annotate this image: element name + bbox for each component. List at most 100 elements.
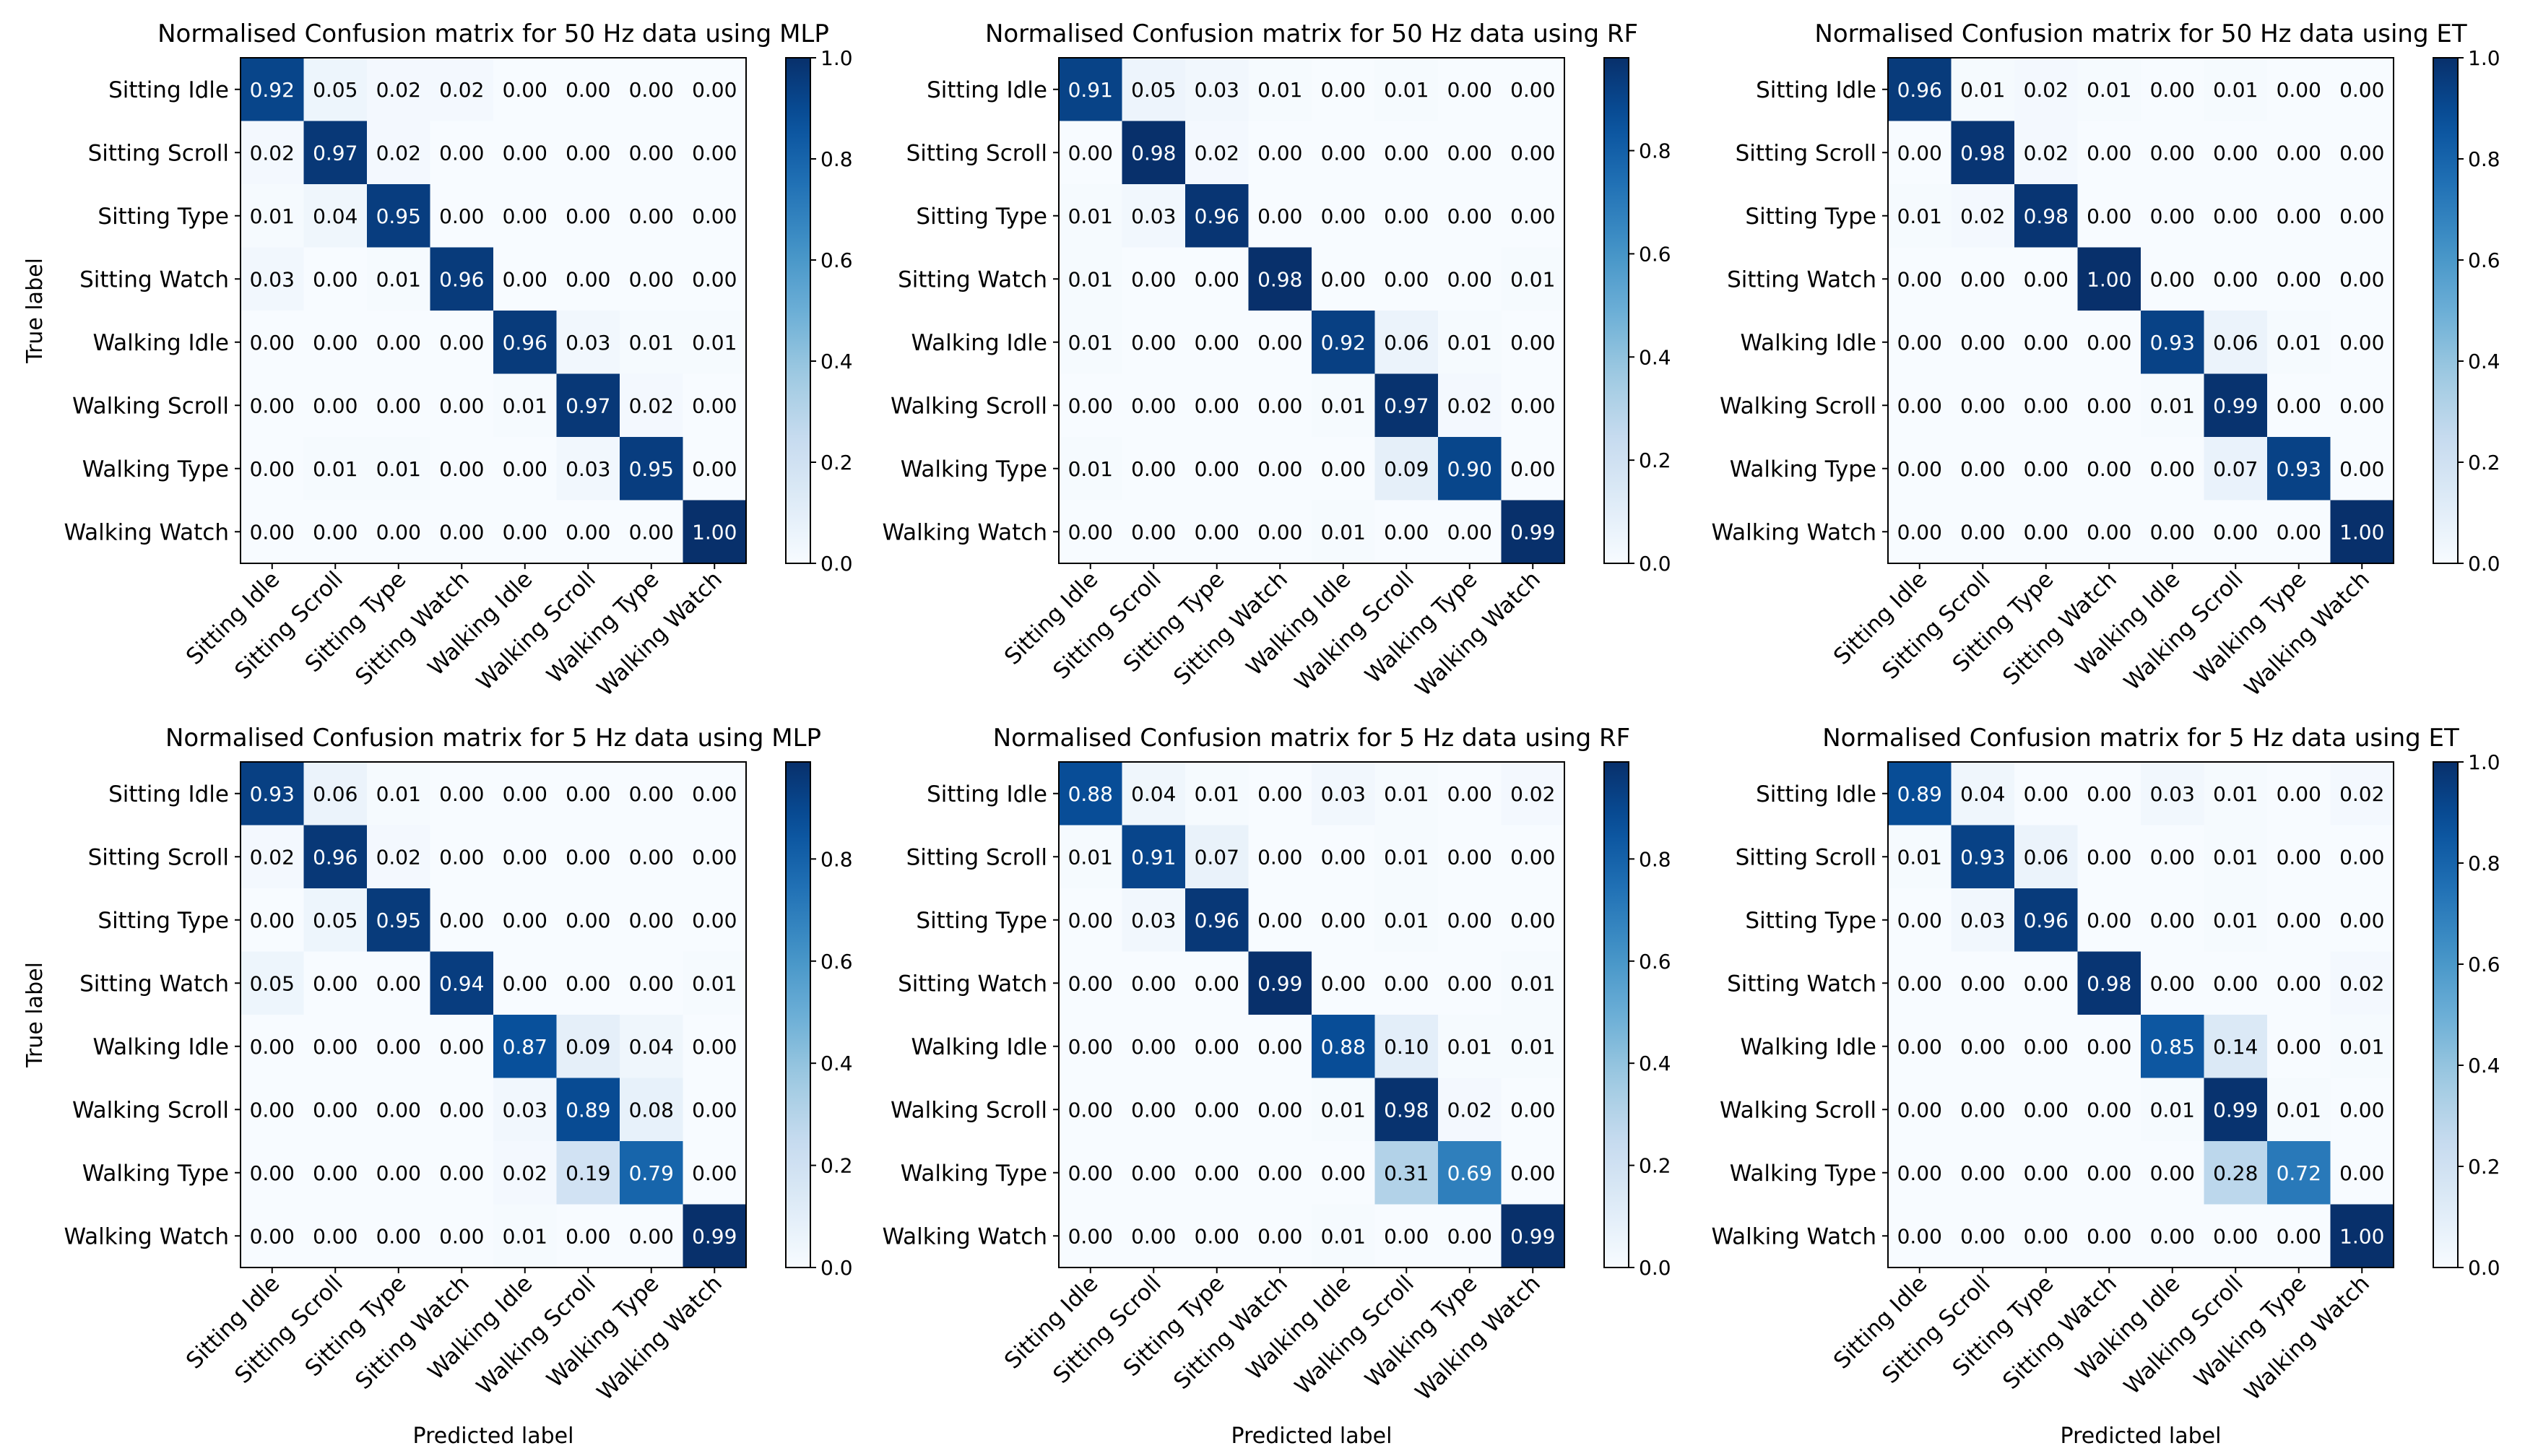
heatmap-cell <box>1059 437 1122 500</box>
cell-value-label: 0.00 <box>1897 1161 1942 1185</box>
y-tick-label: Sitting Scroll <box>1736 844 1876 870</box>
heatmap-cell <box>1312 311 1375 374</box>
heatmap-cell <box>2014 1141 2078 1205</box>
cell-value-label: 0.00 <box>692 1098 737 1122</box>
heatmap-cell <box>2330 888 2394 952</box>
heatmap-cell <box>556 500 620 564</box>
heatmap-cell <box>303 762 368 826</box>
heatmap-cell <box>430 1204 494 1268</box>
heatmap-cell <box>1951 500 2015 564</box>
heatmap-cell <box>2014 58 2078 121</box>
cell-value-label: 0.00 <box>1257 520 1302 544</box>
cell-value-label: 0.00 <box>439 141 484 165</box>
y-tick-label: Walking Watch <box>1711 1223 1876 1249</box>
colorbar-tick-label: 0.0 <box>1639 552 1671 576</box>
heatmap-cell <box>620 247 683 311</box>
cell-value-label: 0.00 <box>2087 331 2131 355</box>
y-tick-label: Sitting Watch <box>898 971 1047 997</box>
heatmap-cell <box>1248 437 1312 500</box>
heatmap-cell <box>2077 121 2141 185</box>
cell-value-label: 0.00 <box>503 909 547 932</box>
cell-value-label: 0.00 <box>1131 1035 1176 1059</box>
heatmap-cell <box>1888 500 1952 564</box>
cell-value-label: 0.00 <box>250 1224 295 1248</box>
heatmap-cell <box>2204 500 2268 564</box>
cell-value-label: 0.00 <box>2150 971 2195 995</box>
heatmap-cell <box>1501 184 1565 248</box>
heatmap-cell <box>2014 888 2078 952</box>
cell-value-label: 0.00 <box>1960 1224 2005 1248</box>
colorbar-tick-label: 0.4 <box>1639 345 1671 369</box>
heatmap-cell <box>493 1078 557 1142</box>
heatmap-cell <box>367 951 430 1015</box>
heatmap-cell <box>1501 1015 1565 1078</box>
colorbar-tick-label: 0.8 <box>2468 147 2500 171</box>
heatmap-cell <box>1888 888 1952 952</box>
panel-title: Normalised Confusion matrix for 5 Hz dat… <box>993 724 1631 753</box>
cell-value-label: 0.00 <box>250 394 295 417</box>
cell-value-label: 0.01 <box>1068 267 1113 291</box>
heatmap-cell <box>1122 437 1186 500</box>
x-tick-label: Sitting Watch <box>1169 1270 1293 1395</box>
heatmap-cell <box>1438 373 1502 438</box>
heatmap-cell <box>2204 888 2268 952</box>
cell-value-label: 0.00 <box>1897 267 1942 291</box>
cell-value-label: 0.00 <box>439 394 484 417</box>
cell-value-label: 0.04 <box>313 204 358 228</box>
heatmap-cell <box>2204 1015 2268 1078</box>
cell-value-label: 0.00 <box>1257 1035 1302 1059</box>
cell-value-label: 0.00 <box>1510 331 1555 355</box>
heatmap-cell <box>683 1204 747 1268</box>
cell-value-label: 0.88 <box>1321 1035 1366 1059</box>
cell-value-label: 0.90 <box>1447 457 1492 481</box>
heatmap-cell <box>2141 1204 2204 1268</box>
cell-value-label: 0.00 <box>503 267 547 291</box>
heatmap-cell <box>1501 311 1565 374</box>
y-tick-label: Walking Watch <box>882 519 1047 545</box>
cell-value-label: 0.00 <box>503 782 547 806</box>
colorbar-tick-label: 0.8 <box>1639 847 1671 871</box>
heatmap-cell <box>430 247 494 311</box>
cell-value-label: 0.99 <box>1257 971 1302 995</box>
cell-value-label: 0.99 <box>1510 520 1555 544</box>
heatmap-cell <box>241 951 304 1015</box>
heatmap-cell <box>2014 951 2078 1015</box>
colorbar-tick-label: 0.0 <box>820 552 853 576</box>
heatmap-cell <box>1951 311 2015 374</box>
colorbar <box>2433 761 2459 1268</box>
heatmap-cell <box>1059 1078 1122 1142</box>
cell-value-label: 0.00 <box>2150 204 2195 228</box>
cell-value-label: 0.00 <box>1960 1098 2005 1122</box>
heatmap-cell <box>367 1015 430 1078</box>
heatmap-cell <box>430 951 494 1015</box>
cell-value-label: 0.00 <box>1257 457 1302 481</box>
heatmap-cell <box>241 247 304 311</box>
heatmap-cell <box>2014 762 2078 826</box>
heatmap-cell <box>303 311 368 374</box>
cell-value-label: 0.06 <box>313 782 358 806</box>
cell-value-label: 0.00 <box>1960 331 2005 355</box>
cell-value-label: 0.96 <box>439 267 484 291</box>
heatmap-cell <box>1185 437 1249 500</box>
cell-value-label: 0.00 <box>1321 845 1366 869</box>
cell-value-label: 0.00 <box>2339 457 2384 481</box>
cell-value-label: 0.00 <box>2277 204 2321 228</box>
heatmap-cell <box>1122 500 1186 564</box>
cell-value-label: 0.00 <box>1321 909 1366 932</box>
heatmap-cell <box>1438 1204 1502 1268</box>
heatmap-cell <box>1248 247 1312 311</box>
heatmap-cell <box>1374 888 1439 952</box>
cell-value-label: 0.00 <box>1897 520 1942 544</box>
cell-value-label: 0.00 <box>1447 78 1492 102</box>
cell-value-label: 0.02 <box>1195 141 1239 165</box>
heatmap-cell <box>493 373 557 438</box>
cell-value-label: 0.01 <box>1068 204 1113 228</box>
cell-value-label: 0.00 <box>2339 909 2384 932</box>
cell-value-label: 0.00 <box>1068 1098 1113 1122</box>
cell-value-label: 0.00 <box>1960 971 2005 995</box>
heatmap-cell <box>367 1204 430 1268</box>
heatmap-cell <box>367 373 430 438</box>
cell-value-label: 0.00 <box>629 78 674 102</box>
heatmap-cell <box>620 825 683 889</box>
heatmap-cell <box>1374 762 1439 826</box>
